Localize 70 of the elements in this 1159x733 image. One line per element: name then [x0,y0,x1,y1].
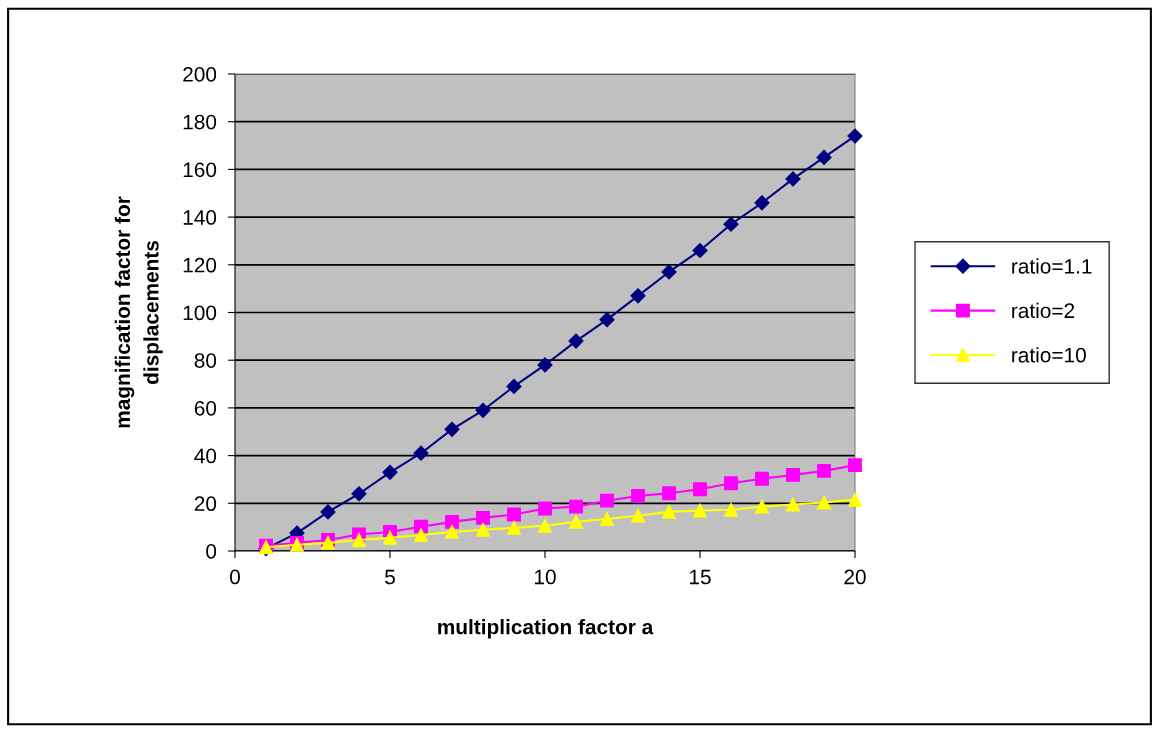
point [382,464,398,480]
point [630,288,646,304]
point [445,524,459,539]
legend-label: ratio=10 [1012,347,1086,363]
x-tick-label: 10 [535,569,556,585]
y-tick-label: 40 [194,448,217,464]
point [817,463,831,478]
point [631,508,645,523]
point [693,482,707,497]
point [507,520,521,535]
point [599,312,615,328]
point [538,501,552,516]
point [848,458,862,473]
y-tick-label: 60 [194,400,217,416]
point [693,503,707,518]
point [848,492,862,507]
point [786,467,800,482]
point [445,514,459,529]
point [444,421,460,437]
y-axis-title: magnification factor for displacements [114,196,163,428]
point [538,518,552,533]
point [476,522,490,537]
point [507,507,521,522]
point [506,378,522,395]
point [600,493,614,508]
y-tick-label: 200 [183,67,217,82]
point [352,533,366,547]
y-tick-label: 120 [183,257,217,273]
point [723,216,739,232]
point [785,171,801,187]
point [569,499,583,514]
y-tick-label: 0 [206,544,217,559]
y-tick-label: 20 [194,496,217,512]
point [569,514,583,529]
point [692,242,708,259]
x-axis-title: multiplication factor a [438,619,654,639]
point [816,149,832,166]
point [662,504,676,519]
point [600,512,614,526]
point [414,528,428,542]
point [568,333,584,349]
legend-label: ratio=1.1 [1012,258,1092,274]
point [320,504,336,520]
point [724,476,738,491]
y-tick-label: 180 [183,114,217,130]
y-tick-label: 100 [183,305,217,321]
point [724,502,738,517]
point [662,486,676,501]
point [755,499,769,514]
point [754,195,770,211]
y-tick-label: 140 [183,210,217,225]
point [817,495,831,510]
point [847,128,863,144]
y-tick-label: 160 [183,162,217,178]
point [786,497,800,512]
point [475,402,491,418]
point [661,264,677,280]
legend-label: ratio=2 [1012,302,1075,319]
point [351,486,367,502]
point [476,510,490,525]
point [755,471,769,486]
y-tick-label: 80 [194,353,217,368]
x-tick-label: 15 [690,569,711,585]
x-tick-label: 20 [844,569,866,585]
point [631,488,645,503]
x-tick-label: 5 [385,569,395,585]
point [537,357,553,373]
point [413,445,429,461]
point [383,530,397,545]
x-tick-label: 0 [230,569,240,585]
